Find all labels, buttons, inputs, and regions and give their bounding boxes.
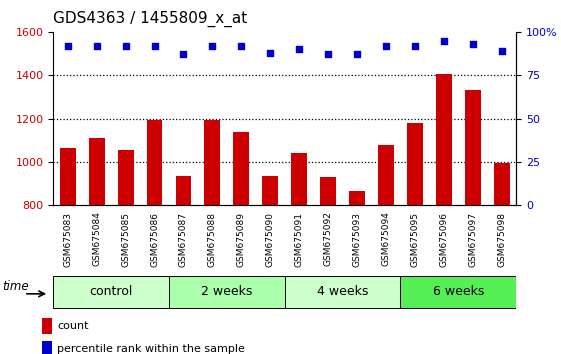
Point [63, 43, 72, 48]
Bar [378, 144, 394, 205]
Bar [176, 176, 191, 205]
Bar [233, 132, 249, 205]
Text: GDS4363 / 1455809_x_at: GDS4363 / 1455809_x_at [53, 11, 247, 27]
Text: 2 weeks: 2 weeks [201, 285, 252, 298]
FancyBboxPatch shape [401, 276, 516, 308]
Bar [436, 74, 452, 205]
Bar [42, 341, 52, 354]
Point [468, 41, 477, 47]
Point [266, 50, 275, 56]
Bar [60, 148, 76, 205]
Point [121, 43, 130, 48]
Point [411, 43, 420, 48]
Bar [291, 153, 307, 205]
Text: 6 weeks: 6 weeks [433, 285, 484, 298]
Point [324, 52, 333, 57]
FancyBboxPatch shape [284, 276, 401, 308]
Point [352, 52, 361, 57]
Point [237, 43, 246, 48]
Text: 4 weeks: 4 weeks [317, 285, 368, 298]
Bar [494, 163, 509, 205]
Bar [89, 138, 105, 205]
Point [439, 38, 448, 44]
Point [179, 52, 188, 57]
Bar [146, 120, 163, 205]
Text: time: time [3, 280, 29, 293]
Bar [263, 176, 278, 205]
Bar [118, 150, 134, 205]
Bar [42, 318, 52, 334]
Text: control: control [89, 285, 133, 298]
Text: count: count [57, 321, 89, 331]
Point [497, 48, 506, 54]
Point [208, 43, 217, 48]
Bar [204, 120, 220, 205]
Point [381, 43, 390, 48]
Point [92, 43, 101, 48]
FancyBboxPatch shape [169, 276, 284, 308]
Point [295, 46, 304, 52]
Point [150, 43, 159, 48]
Bar [407, 123, 423, 205]
Bar [320, 177, 336, 205]
FancyBboxPatch shape [53, 276, 169, 308]
Bar [465, 90, 481, 205]
Bar [349, 191, 365, 205]
Text: percentile rank within the sample: percentile rank within the sample [57, 344, 245, 354]
